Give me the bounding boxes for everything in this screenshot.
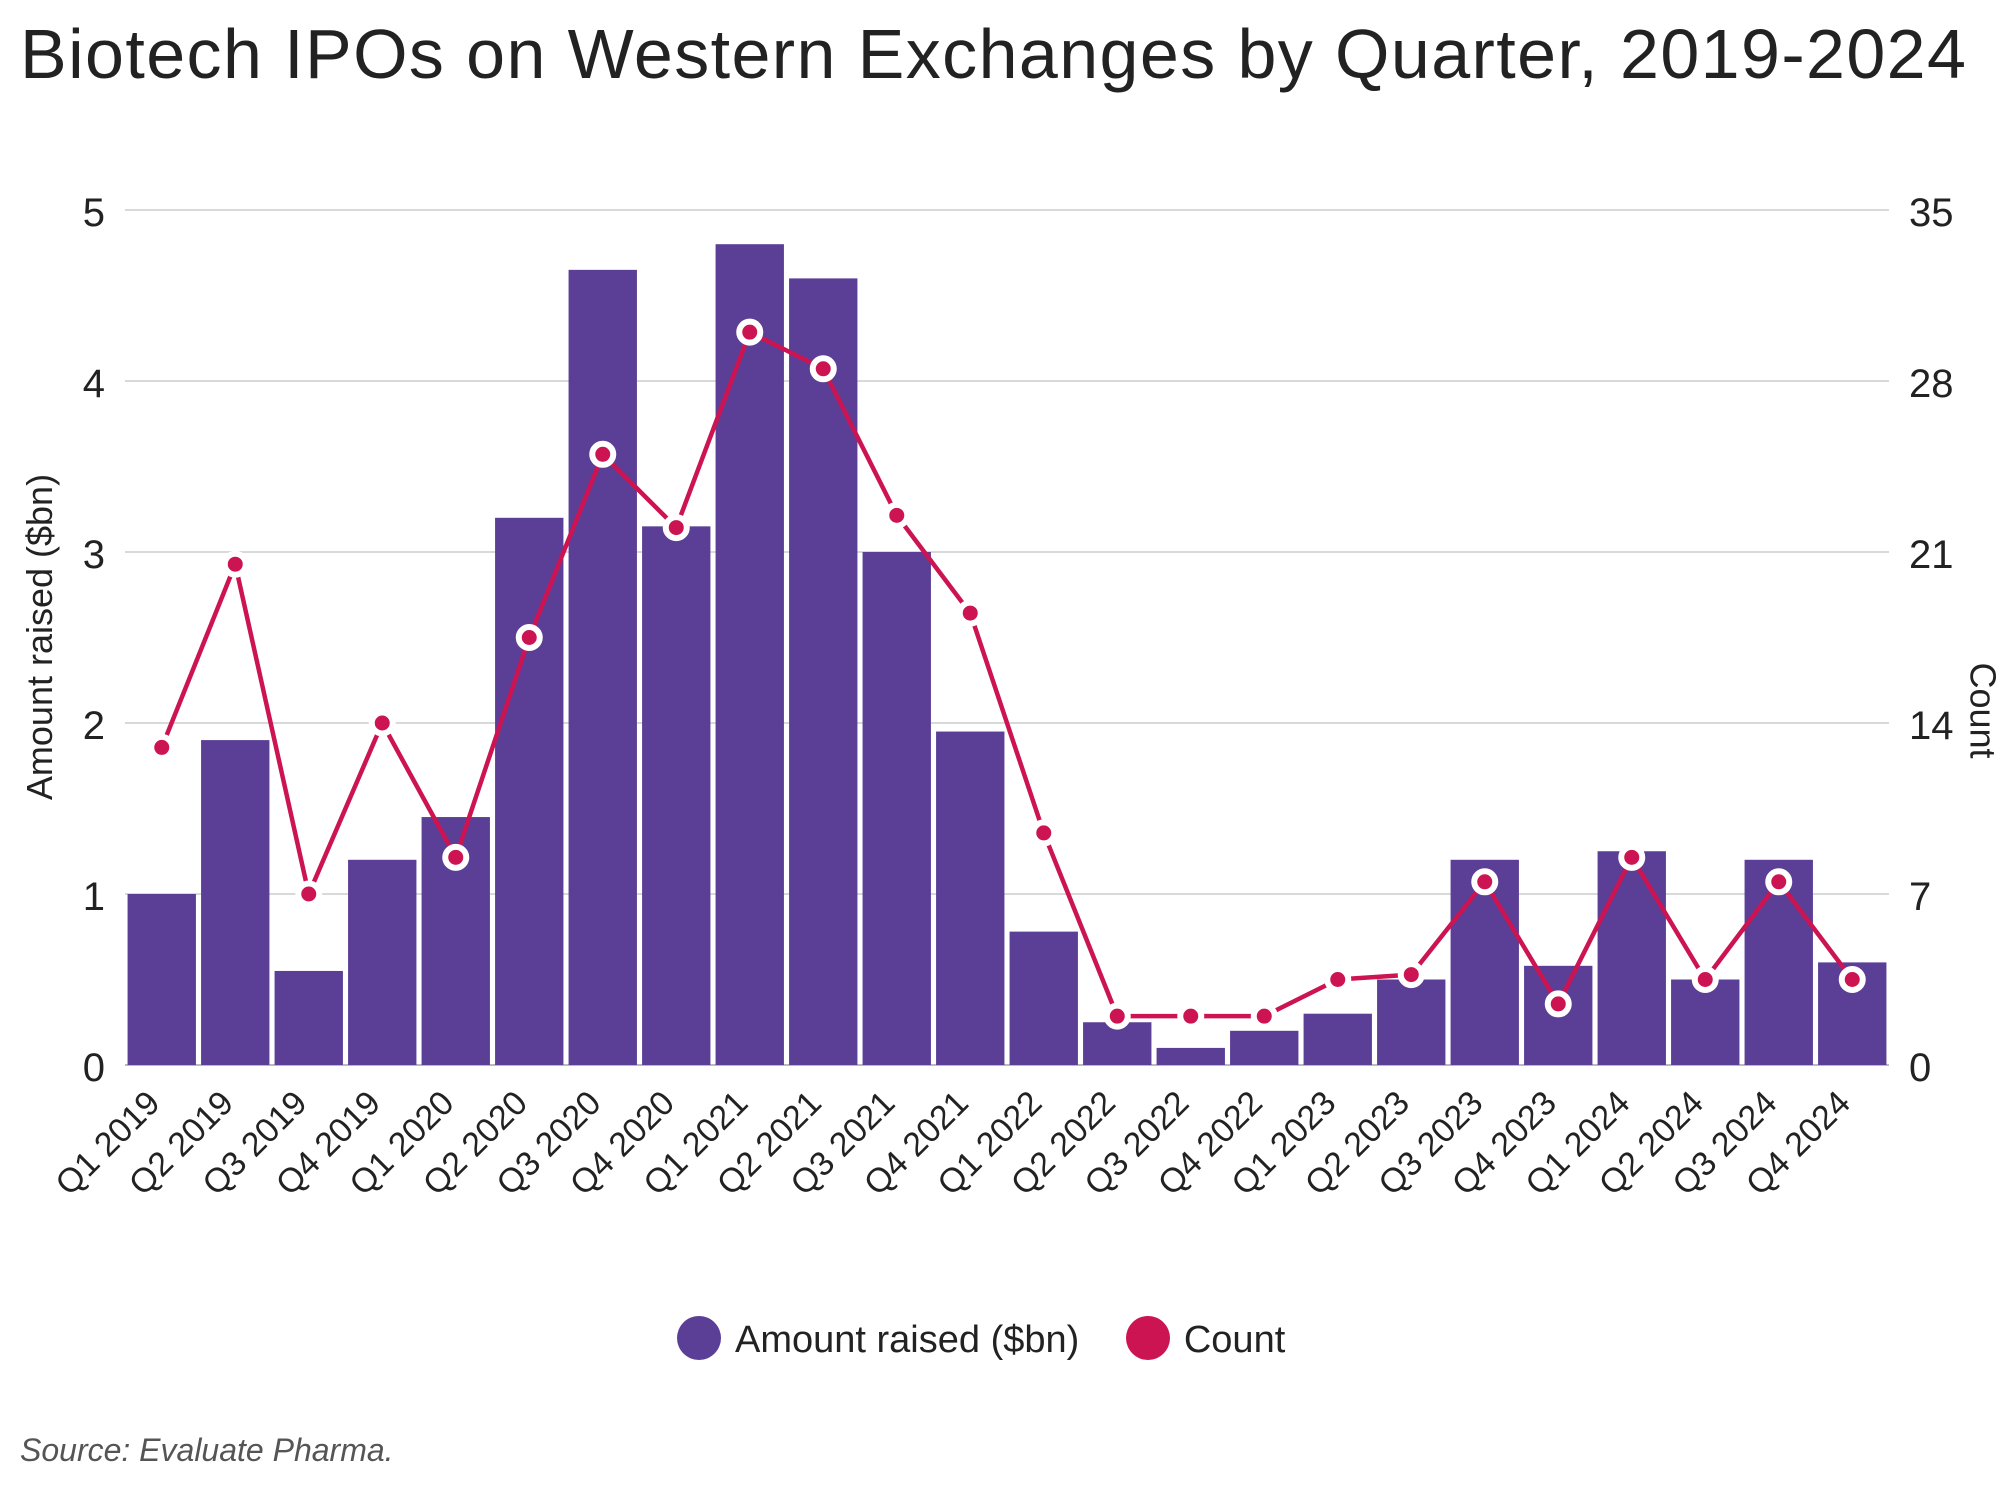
svg-text:4: 4: [83, 362, 105, 406]
svg-text:7: 7: [1909, 875, 1931, 919]
svg-text:0: 0: [1909, 1046, 1931, 1090]
svg-text:3: 3: [83, 533, 105, 577]
svg-text:28: 28: [1909, 362, 1954, 406]
svg-text:2: 2: [83, 704, 105, 748]
svg-text:35: 35: [1909, 191, 1954, 235]
svg-text:14: 14: [1909, 704, 1954, 748]
svg-text:1: 1: [83, 875, 105, 919]
svg-text:0: 0: [83, 1046, 105, 1090]
svg-text:21: 21: [1909, 533, 1954, 577]
svg-text:5: 5: [83, 191, 105, 235]
